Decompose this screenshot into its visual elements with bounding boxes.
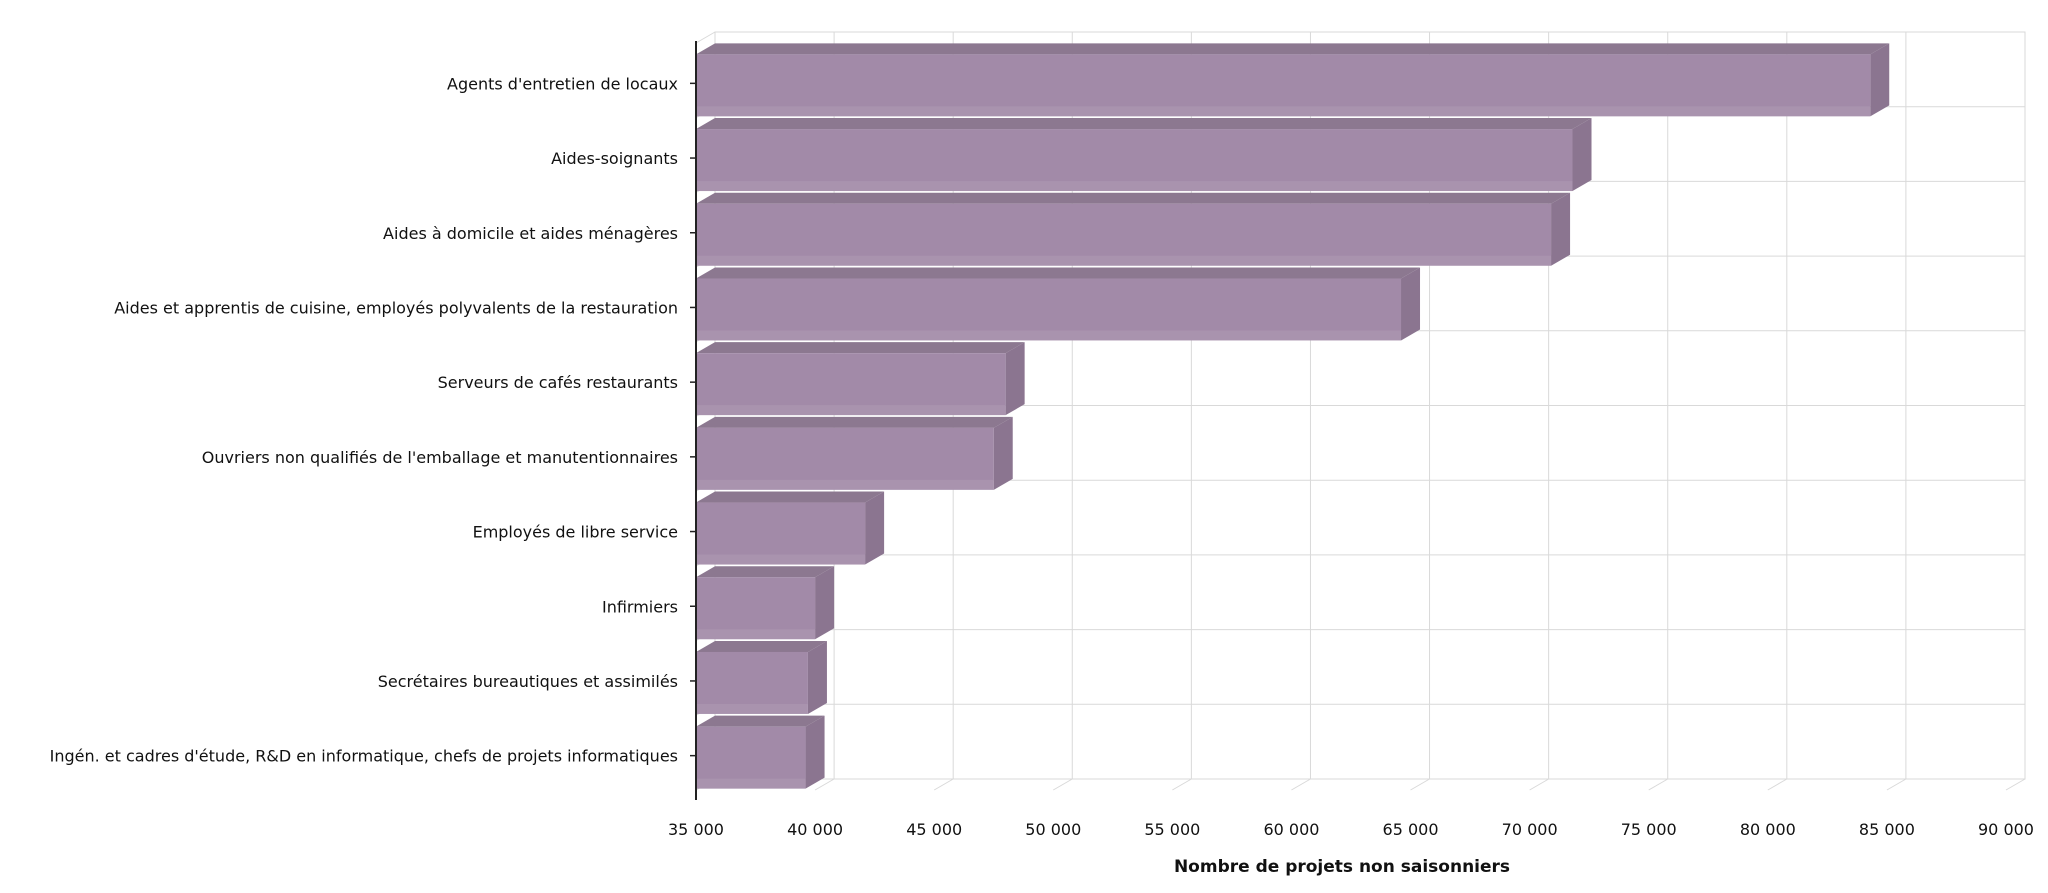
bar-highlight — [696, 629, 816, 640]
bar — [696, 203, 1552, 266]
bar-top-face — [696, 566, 835, 578]
grid-line-slant-left — [695, 31, 716, 44]
bar-highlight — [696, 181, 1573, 192]
grid-line-floor — [1886, 778, 1907, 791]
bar-top-face — [696, 43, 1890, 55]
bar — [696, 278, 1402, 341]
category-label: Infirmiers — [602, 597, 678, 616]
bars-layer — [696, 43, 1890, 789]
bar-side-face — [1551, 192, 1571, 266]
bar-highlight — [696, 405, 1006, 416]
bar-side-face — [1572, 118, 1592, 192]
bar-highlight — [696, 330, 1402, 341]
x-tick-label: 65 000 — [1383, 820, 1439, 839]
grid-line-floor — [1053, 778, 1073, 791]
bar-top-face — [696, 491, 885, 503]
category-label: Ouvriers non qualifiés de l'emballage et… — [202, 448, 678, 467]
x-tick-label: 60 000 — [1263, 820, 1319, 839]
x-tick-label: 90 000 — [1978, 820, 2034, 839]
x-tick-label: 85 000 — [1859, 820, 1915, 839]
grid-line-floor — [814, 778, 835, 791]
bar-top-face — [696, 416, 1013, 428]
bar-top-face — [696, 715, 825, 727]
bar-top-face — [696, 267, 1421, 279]
category-label: Agents d'entretien de locaux — [447, 74, 678, 93]
bar-side-face — [815, 566, 835, 640]
bar-top-face — [696, 640, 827, 652]
x-tick-label: 80 000 — [1740, 820, 1796, 839]
grid-line-floor — [1172, 778, 1192, 791]
bar-highlight — [696, 255, 1552, 266]
grid-line-floor — [1410, 778, 1430, 791]
grid-line-floor — [1291, 778, 1311, 791]
category-label: Employés de libre service — [473, 523, 678, 542]
bar-top-face — [696, 118, 1592, 130]
bar-side-face — [807, 640, 827, 714]
bar-highlight — [696, 106, 1871, 117]
bar — [696, 54, 1871, 117]
x-tick-label: 55 000 — [1144, 820, 1200, 839]
category-label: Aides et apprentis de cuisine, employés … — [114, 298, 678, 317]
grid-line-floor — [2005, 778, 2026, 791]
category-label: Ingén. et cadres d'étude, R&D en informa… — [50, 747, 678, 766]
bar — [696, 577, 816, 640]
bar-highlight — [696, 778, 806, 789]
bar-side-face — [805, 715, 825, 789]
x-axis-title: Nombre de projets non saisonniers — [1174, 857, 1510, 877]
bar — [696, 427, 994, 490]
x-tick-label: 45 000 — [906, 820, 962, 839]
bar-top-face — [696, 342, 1025, 354]
axis-layer — [690, 41, 697, 800]
grid-line-floor — [1648, 778, 1668, 791]
category-label: Aides à domicile et aides ménagères — [383, 224, 678, 243]
bar — [696, 129, 1573, 192]
bar — [696, 353, 1006, 416]
bar-side-face — [1870, 43, 1890, 117]
category-label: Serveurs de cafés restaurants — [438, 373, 678, 392]
bar-side-face — [993, 416, 1013, 490]
grid-line-floor — [1529, 778, 1549, 791]
bar-highlight — [696, 703, 808, 714]
bar-side-face — [1005, 342, 1025, 416]
category-label: Aides-soignants — [551, 149, 678, 168]
bar-highlight — [696, 554, 866, 565]
x-tick-label: 35 000 — [668, 820, 724, 839]
x-tick-label: 40 000 — [787, 820, 843, 839]
x-tick-label: 70 000 — [1502, 820, 1558, 839]
x-tick-label: 75 000 — [1621, 820, 1677, 839]
bar-side-face — [865, 491, 885, 565]
grid-line-floor — [933, 778, 954, 791]
bar-highlight — [696, 479, 994, 490]
bar-top-face — [696, 192, 1571, 204]
bar-side-face — [1401, 267, 1421, 341]
bar — [696, 726, 806, 789]
labels-layer: 35 000 40 000 45 000 50 000 55 000 60 000 65 0… — [50, 74, 2034, 839]
x-tick-label: 50 000 — [1025, 820, 1081, 839]
bar — [696, 651, 808, 714]
grid-line-floor — [1767, 778, 1788, 791]
category-label: Secrétaires bureautiques et assimilés — [378, 672, 678, 691]
bar — [696, 502, 866, 565]
